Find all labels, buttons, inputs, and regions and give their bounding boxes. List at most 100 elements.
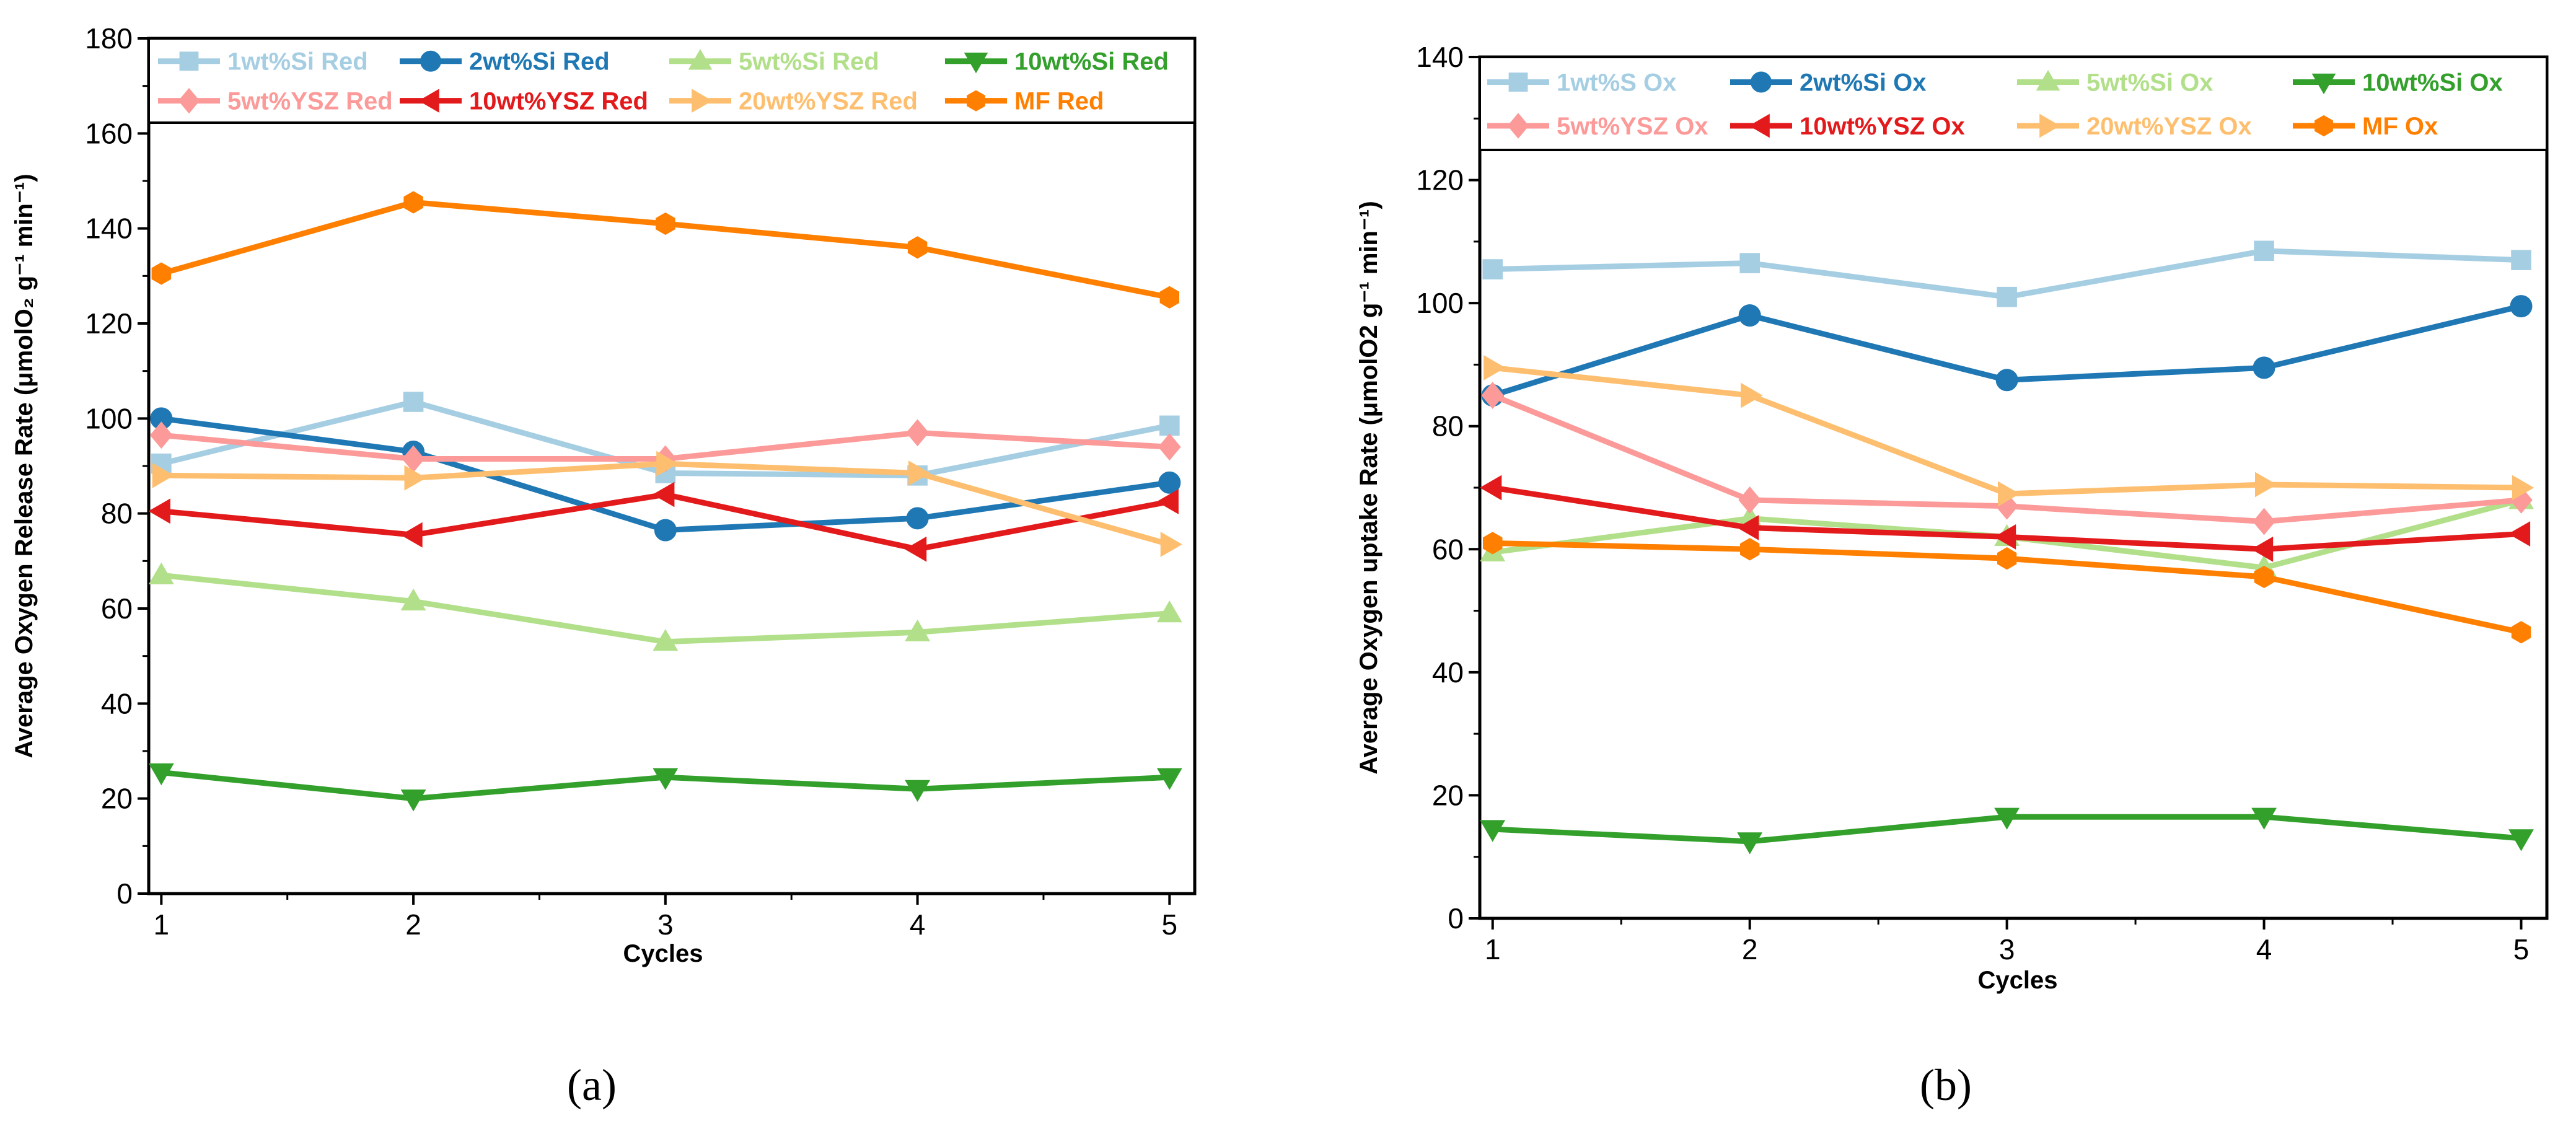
panel-b-legend: 1wt%S Ox 2wt%Si Ox 5wt%Si Ox 10wt%Si Ox 5wt%… xyxy=(1479,56,2548,151)
panel-b-x-tick-label: 4 xyxy=(2256,933,2272,965)
panel-b-legend-item: 10wt%YSZ Ox xyxy=(1730,113,1965,140)
panel-b-data-point xyxy=(2510,295,2533,318)
panel-b-data-point xyxy=(1738,486,1762,514)
panel-a-y-tick-label: 140 xyxy=(85,213,133,245)
panel-a-legend-item: 2wt%Si Red xyxy=(400,48,610,76)
panel-b-y-tick-label: 140 xyxy=(1416,41,1464,73)
panel-a-y-tick-label: 20 xyxy=(101,783,133,815)
panel-b-data-point xyxy=(2511,250,2531,270)
panel-a-data-point xyxy=(906,419,929,447)
panel-a-data-point xyxy=(404,465,426,491)
panel-a-legend-label: 20wt%YSZ Red xyxy=(739,88,918,115)
panel-b-x-tick-label: 2 xyxy=(1742,933,1758,965)
panel-a-data-point xyxy=(653,481,675,508)
panel-a-y-tick-label: 120 xyxy=(85,307,133,340)
panel-b-y-tick-label: 100 xyxy=(1416,287,1464,319)
panel-b-data-point xyxy=(2253,356,2275,379)
panel-a-legend-item: MF Red xyxy=(945,88,1104,115)
panel-b-data-point xyxy=(1741,382,1763,408)
panel-a-legend-label: 10wt%YSZ Red xyxy=(469,88,648,115)
panel-b-chart: 0 20 40 60 80 100 120 140 1 2 3 4 5 Cycles Average Oxy… xyxy=(1355,41,2549,994)
panel-a-data-point xyxy=(403,191,423,214)
panel-a-data-point xyxy=(148,763,174,786)
panel-a-legend-swatch-marker xyxy=(418,89,439,113)
panel-b-data-point xyxy=(1739,253,1760,273)
panel-a-data-point xyxy=(1160,532,1182,557)
panel-a-data-point xyxy=(905,780,931,802)
panel-b-data-point xyxy=(1484,354,1506,380)
panel-b-data-point xyxy=(2254,240,2274,262)
panel-a-data-point xyxy=(1156,489,1179,514)
panel-a-legend-label: MF Red xyxy=(1014,88,1104,115)
panel-a-y-tick-label: 100 xyxy=(85,402,133,434)
panel-b-legend-item: 2wt%Si Ox xyxy=(1730,69,1927,97)
panel-b-series-mf-ox xyxy=(1483,532,2531,644)
panel-b-x-tick-label: 5 xyxy=(2513,933,2530,965)
panel-a-chart: 0 20 40 60 80 100 120 140 160 180 1 2 3 4 5 Cycles Avera… xyxy=(11,22,1197,967)
panel-b-legend-item: 1wt%S Ox xyxy=(1487,69,1676,97)
panel-b-series-10wtpct-ysz-ox xyxy=(1480,475,2531,562)
panel-a-y-tick-label: 180 xyxy=(85,22,133,55)
panel-a-data-point xyxy=(904,536,927,562)
panel-a-series-10wtpct-ysz-red xyxy=(148,481,1179,562)
panel-a-data-point xyxy=(653,768,679,790)
panel-b-legend-swatch-marker xyxy=(2311,73,2336,95)
panel-a-legend-box xyxy=(147,37,1196,124)
panel-b-caption: (b) xyxy=(1920,1060,1972,1110)
panel-b-legend-swatch-marker xyxy=(1751,71,1772,93)
panel-a-data-point xyxy=(148,498,170,524)
panel-a-data-point xyxy=(400,522,423,548)
panel-b-legend-item: 5wt%Si Ox xyxy=(2017,69,2213,97)
panel-b-legend-swatch-marker xyxy=(2039,113,2060,138)
panel-b-legend-swatch-marker xyxy=(1508,73,1528,92)
panel-a-x-tick-label: 5 xyxy=(1162,908,1178,941)
panel-a-data-point xyxy=(403,392,424,412)
panel-b-data-point xyxy=(1995,369,2018,392)
panel-a-legend-label: 5wt%Si Red xyxy=(739,48,879,76)
panel-b-legend-label: 10wt%Si Ox xyxy=(2362,69,2503,97)
panel-a-legend-item: 10wt%Si Red xyxy=(945,48,1169,76)
panel-b-series-20wtpct-ysz-ox xyxy=(1484,354,2534,507)
panel-a-legend-item: 5wt%Si Red xyxy=(669,48,879,76)
panel-a-data-point xyxy=(1156,600,1182,623)
panel-a-data-point xyxy=(149,421,173,449)
panel-a-legend-label: 1wt%Si Red xyxy=(227,48,368,76)
panel-b-legend-label: 10wt%YSZ Ox xyxy=(1800,113,1965,140)
panel-b-series-10wtpct-si-ox xyxy=(1480,807,2534,855)
panel-b-legend-label: 2wt%Si Ox xyxy=(1800,69,1927,97)
panel-b-y-tick-label: 60 xyxy=(1432,533,1464,565)
panel-b-legend-swatch-marker xyxy=(1507,113,1529,139)
panel-b-data-point xyxy=(1737,515,1759,540)
panel-a-legend-swatch-marker xyxy=(692,89,713,113)
panel-a-data-point xyxy=(907,236,928,259)
panel-b-legend-swatch-marker xyxy=(2036,69,2060,91)
panel-b-data-point xyxy=(1738,304,1761,327)
panel-a-data-point xyxy=(1159,286,1179,309)
panel-a-legend-item: 5wt%YSZ Red xyxy=(158,88,393,115)
panel-b-data-point xyxy=(1994,807,2020,830)
panel-b-y-tick-label: 40 xyxy=(1432,656,1464,688)
panel-b-legend-item: 20wt%YSZ Ox xyxy=(2017,113,2252,140)
panel-a-x-tick-label: 4 xyxy=(910,908,926,941)
panel-a-data-point xyxy=(908,460,931,486)
panel-a-data-point xyxy=(653,629,679,651)
panel-b-legend-box xyxy=(1479,56,2548,151)
panel-a-series-10wtpct-si-red xyxy=(148,763,1182,812)
panel-a-data-point xyxy=(656,212,675,235)
panel-b-legend-item: 10wt%Si Ox xyxy=(2293,69,2503,97)
panel-a-legend-swatch-marker xyxy=(179,51,199,71)
panel-b-x-tick-label: 3 xyxy=(1999,933,2015,965)
panel-a-data-point xyxy=(400,588,426,611)
panel-a-legend-swatch-marker xyxy=(964,52,988,74)
panel-a-data-point xyxy=(1156,768,1182,790)
panel-b-legend-item: MF Ox xyxy=(2293,113,2438,140)
panel-a-caption: (a) xyxy=(567,1060,617,1110)
panel-a-data-point xyxy=(1159,415,1180,436)
panel-a-legend-swatch-marker xyxy=(688,49,713,70)
panel-a-legend-item: 1wt%Si Red xyxy=(158,48,368,76)
panel-a-x-tick-label: 1 xyxy=(154,908,170,941)
panel-b-data-point xyxy=(2512,475,2534,501)
panel-b-data-point xyxy=(1481,382,1505,410)
panel-b-y-tick-label: 0 xyxy=(1448,902,1464,934)
panel-a-x-tick-label: 3 xyxy=(657,908,674,941)
